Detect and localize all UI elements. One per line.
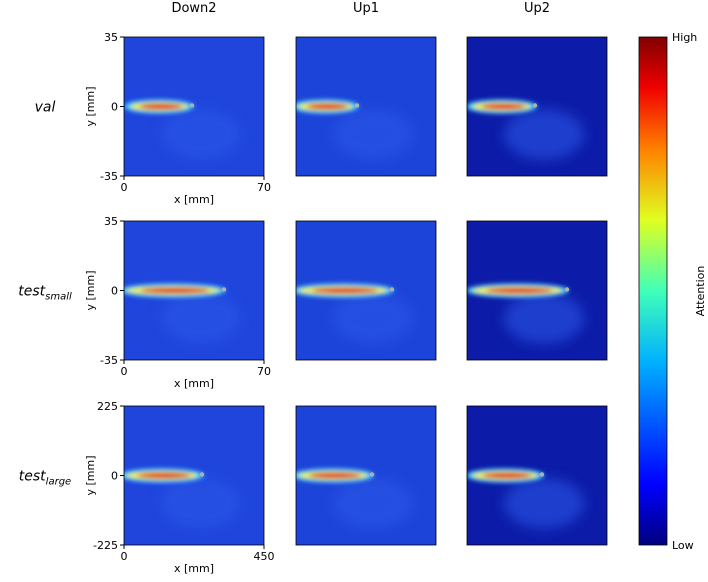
y-tick-label: 0 [111, 101, 118, 114]
heatmap-blob [504, 478, 584, 529]
y-tick-label: -225 [93, 539, 118, 552]
heatmap-blob [333, 293, 413, 344]
row-label: val [35, 100, 56, 116]
heatmap-content [124, 406, 264, 545]
y-axis-label: y [mm] [84, 270, 97, 310]
streak-tip [199, 472, 205, 477]
heatmap [466, 36, 608, 177]
heatmap-content [296, 37, 436, 176]
heatmap [295, 405, 437, 546]
colorbar [638, 36, 668, 546]
heatmap-content [124, 221, 264, 360]
heatmap-content [124, 37, 264, 176]
row-label: testsmall [18, 284, 72, 303]
row-label-text: val [35, 100, 56, 116]
row-label-subscript: small [45, 292, 72, 303]
heatmap-streak [296, 468, 374, 483]
panel-frame [295, 36, 437, 177]
heatmap-blob [333, 478, 413, 529]
y-tick-label: 0 [111, 285, 118, 298]
heatmap [123, 405, 265, 546]
streak-tip [564, 287, 570, 292]
streak-core [137, 472, 191, 479]
row-label-subscript: large [46, 477, 72, 488]
heatmap [466, 405, 608, 546]
streak-core [481, 103, 526, 110]
heatmap-content [296, 221, 436, 360]
streak-core [140, 287, 210, 294]
heatmap-blob [504, 109, 584, 160]
row-label: testlarge [19, 469, 71, 488]
x-tick-label: 0 [121, 181, 128, 194]
streak-tip [354, 103, 360, 108]
row-label-text: test [18, 284, 45, 300]
heatmap-content [467, 406, 607, 545]
y-axis-label: y [mm] [84, 86, 97, 126]
heatmap [123, 220, 265, 361]
column-title: Down2 [171, 1, 216, 16]
y-tick-label: 225 [97, 400, 118, 413]
heatmap-content [467, 221, 607, 360]
heatmap-blob [161, 109, 241, 160]
heatmap-streak [124, 99, 194, 114]
x-axis-label: x [mm] [174, 562, 214, 575]
heatmap [295, 36, 437, 177]
y-tick-label: 35 [104, 215, 118, 228]
heatmap-streak [296, 283, 394, 298]
x-axis-label: x [mm] [174, 377, 214, 390]
x-axis-label: x [mm] [174, 193, 214, 206]
colorbar-high: High [672, 31, 697, 44]
heatmap-blob [333, 109, 413, 160]
panel-frame [466, 36, 608, 177]
y-tick-label: -35 [100, 354, 118, 367]
y-tick-label: 35 [104, 31, 118, 44]
colorbar-low: Low [672, 539, 694, 552]
column-title: Up1 [353, 1, 379, 16]
streak-core [309, 472, 361, 479]
heatmap-content [296, 406, 436, 545]
heatmap-blob [504, 293, 584, 344]
streak-tip [389, 287, 395, 292]
heatmap-streak [467, 99, 537, 114]
heatmap-content [467, 37, 607, 176]
panel-frame [466, 405, 608, 546]
x-tick-label: 450 [254, 550, 275, 563]
x-tick-label: 70 [257, 181, 271, 194]
heatmap-streak [467, 283, 569, 298]
heatmap [123, 36, 265, 177]
row-label-text: test [19, 469, 46, 485]
panel-frame [466, 220, 608, 361]
streak-tip [221, 287, 227, 292]
y-tick-label: 0 [111, 470, 118, 483]
heatmap-blob [161, 478, 241, 529]
heatmap-streak [296, 99, 359, 114]
streak-tip [189, 103, 195, 108]
streak-tip [532, 103, 538, 108]
y-axis-label: y [mm] [84, 455, 97, 495]
heatmap-streak [124, 468, 204, 483]
streak-core [482, 472, 532, 479]
x-tick-label: 70 [257, 365, 271, 378]
streak-tip [539, 472, 545, 477]
y-tick-label: -35 [100, 170, 118, 183]
panel-frame [295, 220, 437, 361]
streak-core [312, 287, 378, 294]
heatmap [466, 220, 608, 361]
heatmap-blob [161, 293, 241, 344]
x-tick-label: 0 [121, 365, 128, 378]
heatmap-streak [467, 468, 544, 483]
column-title: Up2 [524, 1, 550, 16]
streak-tip [369, 472, 375, 477]
streak-core [139, 103, 183, 110]
panel-frame [295, 405, 437, 546]
streak-core [486, 287, 553, 294]
heatmap-streak [124, 283, 226, 298]
x-tick-label: 0 [121, 550, 128, 563]
colorbar-label: Attention [694, 266, 707, 317]
streak-core [306, 103, 349, 110]
heatmap [295, 220, 437, 361]
